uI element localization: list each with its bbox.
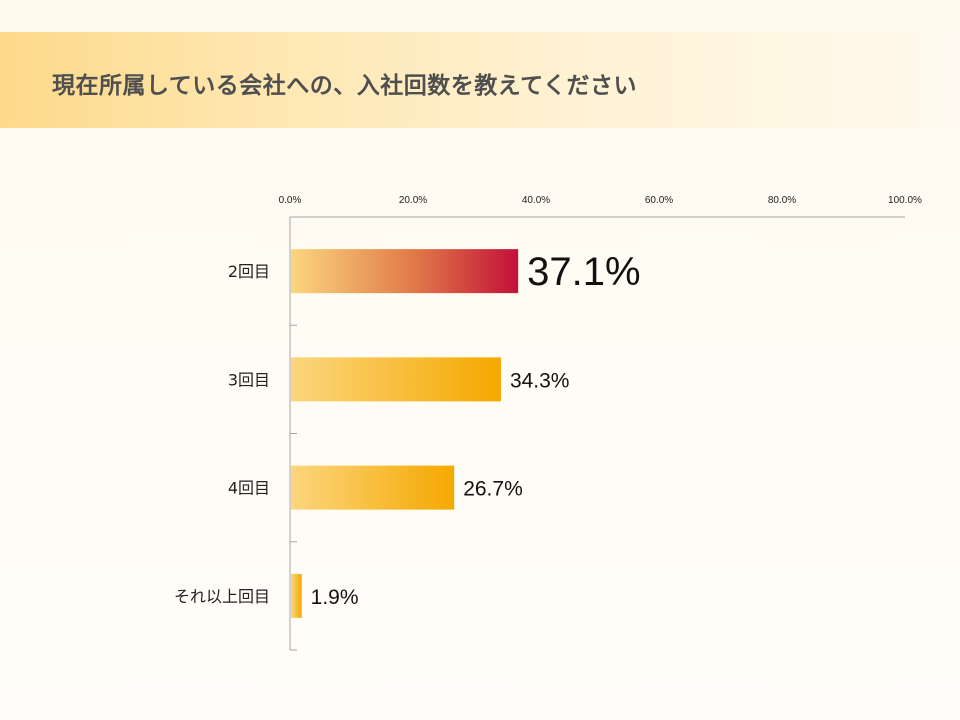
value-label: 26.7% [463, 478, 523, 501]
bar [291, 465, 455, 510]
x-tick-label: 60.0% [645, 195, 673, 206]
x-tick-label: 20.0% [399, 195, 427, 206]
x-tick-label: 80.0% [768, 195, 796, 206]
value-label: 34.3% [510, 369, 570, 392]
bar [291, 573, 302, 618]
page-title: 現在所属している会社への、入社回数を教えてください [52, 73, 637, 99]
category-label: 2回目 [228, 262, 270, 281]
category-label: それ以上回目 [174, 587, 270, 606]
x-tick-label: 100.0% [888, 195, 922, 206]
category-label: 4回目 [228, 479, 270, 498]
x-tick-label: 40.0% [522, 195, 550, 206]
category-label: 3回目 [228, 370, 270, 389]
x-tick-label: 0.0% [279, 195, 302, 206]
bar [291, 249, 519, 294]
bar [291, 357, 501, 402]
title-banner [0, 32, 960, 128]
value-label: 37.1% [527, 250, 640, 294]
value-label: 1.9% [311, 586, 359, 609]
